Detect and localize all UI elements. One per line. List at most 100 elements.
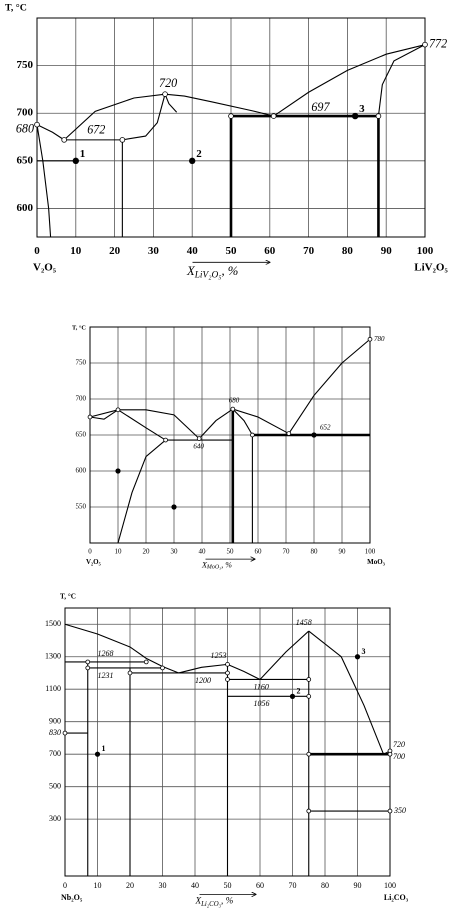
open-point — [115, 407, 121, 413]
open-point — [119, 137, 126, 143]
x-tick-label: 40 — [191, 881, 199, 890]
chart: 0 10 20 30 40 50 60 70 80 90 100300500700900110013… — [45, 593, 409, 908]
phase-curve — [198, 408, 234, 439]
point — [311, 432, 317, 438]
point-label: 2 — [297, 686, 301, 695]
annotation: 697 — [311, 100, 330, 114]
annotation: 1160 — [254, 682, 269, 691]
point — [171, 504, 177, 510]
annotation: 720 — [159, 76, 177, 90]
y-axis-label: T, °C — [5, 2, 27, 13]
point-label: 3 — [362, 647, 366, 656]
x-axis-sub: Li₂CO₃ — [200, 901, 221, 908]
open-point — [306, 694, 312, 699]
y-tick-label: 750 — [17, 59, 34, 71]
phase-curve — [64, 623, 179, 674]
annotation: 1056 — [254, 699, 270, 708]
x-tick-label: 90 — [381, 245, 393, 257]
y-tick-label: 1100 — [45, 684, 61, 693]
open-point — [196, 436, 202, 441]
x-axis-sub: LiV₂O₅ — [194, 271, 222, 281]
open-point — [225, 677, 230, 682]
annotation: 1253 — [211, 651, 227, 660]
phase-curve — [164, 93, 178, 113]
x-end-label: Li₂CO₃ — [384, 893, 409, 902]
annotation: 780 — [374, 335, 385, 343]
x-tick-label: 70 — [289, 881, 297, 890]
phase-curve — [117, 439, 166, 544]
y-tick-label: 700 — [17, 107, 34, 119]
x-axis-symbol: X — [201, 560, 208, 569]
y-tick-label: 300 — [49, 814, 61, 823]
x-tick-label: 50 — [227, 548, 235, 556]
x-end-label: Nb₂O₅ — [61, 893, 83, 902]
point-label: 2 — [196, 148, 202, 160]
chart: 0 10 20 30 40 50 60 70 80 90 100 600 650 700 750 T, °C V… — [5, 2, 448, 280]
annotation: 1231 — [98, 671, 114, 680]
x-tick-label: 30 — [171, 548, 179, 556]
open-point — [34, 121, 40, 128]
phase-curve — [308, 630, 385, 755]
open-point — [306, 677, 312, 682]
x-tick-label: 20 — [126, 881, 134, 890]
x-axis-unit: , % — [221, 896, 234, 906]
phase-curve — [288, 338, 371, 434]
y-tick-label: 650 — [76, 431, 87, 439]
x-tick-label: 80 — [342, 245, 354, 257]
x-tick-label: 80 — [321, 881, 329, 890]
x-tick-label: 10 — [115, 548, 123, 556]
x-tick-label: 0 — [34, 245, 40, 257]
annotation: 1458 — [296, 618, 312, 627]
open-point — [160, 665, 165, 671]
x-end-label: V₂O₅ — [86, 558, 101, 566]
open-point — [85, 659, 91, 665]
x-tick-label: 70 — [283, 548, 291, 556]
point — [351, 112, 359, 120]
x-tick-label: 40 — [199, 548, 207, 556]
x-tick-label: 100 — [365, 548, 376, 556]
open-point — [375, 113, 382, 119]
phase-curve — [232, 408, 290, 435]
annotation: 680 — [16, 121, 34, 135]
x-tick-label: 0 — [63, 881, 67, 890]
x-axis-label: XLi₂CO₃, % — [195, 896, 234, 908]
x-tick-label: 10 — [94, 881, 102, 890]
x-tick-label: 50 — [224, 881, 232, 890]
point — [115, 468, 121, 474]
x-tick-label: 40 — [187, 245, 199, 257]
x-tick-label: 90 — [354, 881, 362, 890]
point-label: 1 — [102, 744, 106, 753]
y-tick-label: 700 — [76, 395, 87, 403]
annotation: 350 — [393, 806, 406, 815]
x-axis-label: XMoO₃, % — [201, 560, 232, 571]
phase-curve — [232, 408, 253, 436]
open-point — [225, 662, 230, 667]
y-tick-label: 1300 — [45, 652, 61, 661]
y-tick-label: 600 — [17, 202, 34, 214]
y-tick-label: 600 — [76, 467, 87, 475]
y-tick-label: 500 — [49, 781, 61, 790]
x-tick-label: 60 — [256, 881, 264, 890]
x-end-label: V₂O₅ — [33, 261, 57, 273]
open-point — [225, 670, 230, 676]
x-axis-unit: , % — [221, 264, 238, 278]
phase-curve — [178, 663, 228, 674]
y-axis-label: T, °C — [72, 324, 86, 331]
x-tick-label: 0 — [88, 548, 92, 556]
open-point — [367, 336, 373, 342]
x-tick-label: 30 — [159, 881, 167, 890]
open-point — [250, 432, 255, 438]
open-point — [286, 431, 292, 436]
y-tick-label: 650 — [17, 154, 34, 166]
point — [94, 751, 101, 757]
x-axis-symbol: X — [195, 896, 202, 906]
annotation: 772 — [429, 36, 447, 50]
open-point — [422, 41, 428, 48]
phase-curve — [377, 44, 426, 117]
point-label: 3 — [359, 103, 365, 115]
open-point — [306, 751, 312, 757]
annotation: 700 — [393, 752, 405, 761]
phase-curve — [89, 409, 119, 418]
x-axis-label: XLiV₂O₅, % — [186, 264, 238, 281]
